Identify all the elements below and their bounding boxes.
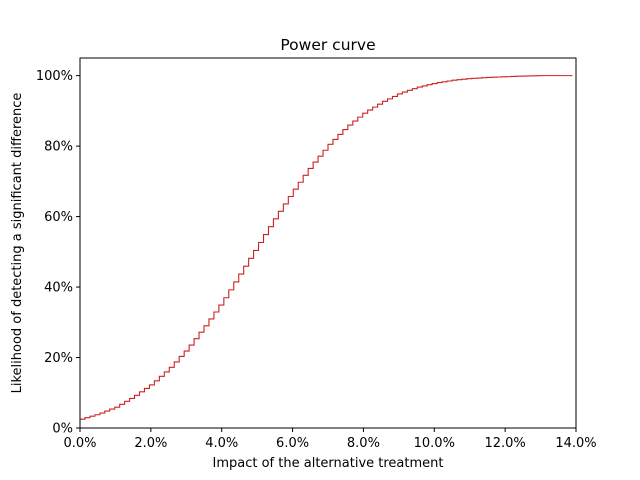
y-tick-label: 40%	[44, 281, 73, 296]
x-tick-label: 6.0%	[276, 436, 309, 451]
y-tick-label: 0%	[52, 422, 73, 437]
chart-title: Power curve	[280, 36, 375, 54]
y-axis-label: Likelihood of detecting a significant di…	[10, 93, 25, 394]
plot-frame	[79, 57, 577, 429]
x-tick-label: 0.0%	[63, 436, 96, 451]
x-tick-label: 12.0%	[484, 436, 525, 451]
x-tick-label: 2.0%	[134, 436, 167, 451]
y-tick-label: 20%	[44, 351, 73, 366]
series-layer	[80, 75, 573, 420]
x-tick-label: 10.0%	[414, 436, 455, 451]
x-axis: 0.0% 2.0% 4.0% 6.0% 8.0% 10.0% 12.0% 14.0%	[63, 428, 597, 451]
y-tick-label: 80%	[44, 140, 73, 155]
power-curve-line	[80, 75, 573, 420]
y-tick-label: 100%	[36, 69, 73, 84]
x-tick-label: 4.0%	[205, 436, 238, 451]
x-tick-label: 14.0%	[555, 436, 596, 451]
x-tick-label: 8.0%	[347, 436, 380, 451]
y-axis: 0% 20% 40% 60% 80% 100%	[36, 69, 80, 437]
x-axis-label: Impact of the alternative treatment	[213, 456, 444, 471]
plot-area	[80, 58, 576, 428]
y-tick-label: 60%	[44, 210, 73, 225]
